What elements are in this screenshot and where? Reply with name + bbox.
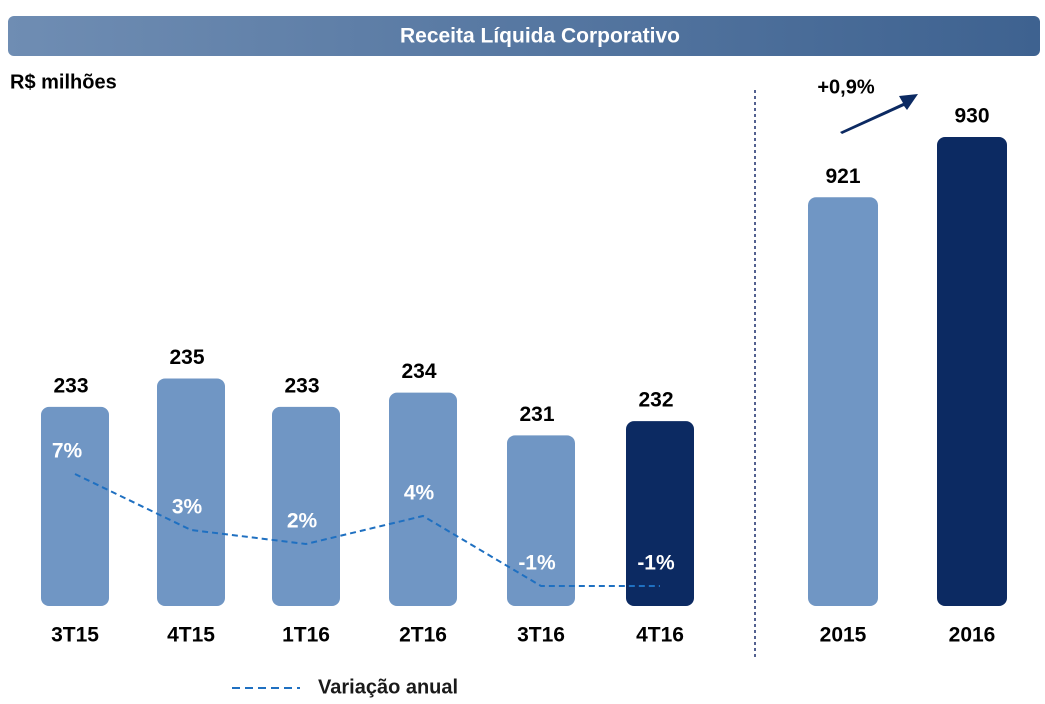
growth-arrow <box>840 94 918 134</box>
bar <box>808 197 878 607</box>
bar <box>937 137 1007 606</box>
annotation: +0,9% <box>817 76 874 98</box>
line-label: 3% <box>172 496 203 519</box>
line-label: 7% <box>52 440 83 463</box>
x-tick-label: 1T16 <box>282 624 330 647</box>
legend-label: Variação anual <box>318 676 458 698</box>
title: Receita Líquida Corporativo <box>400 25 680 48</box>
line-label: -1% <box>518 552 556 575</box>
line-label: -1% <box>637 552 675 575</box>
x-tick-label: 2015 <box>820 624 867 647</box>
line <box>74 473 660 587</box>
line-label: 4% <box>404 482 435 505</box>
x-tick-label: 3T15 <box>51 624 99 647</box>
bar <box>507 435 575 606</box>
value-label: 233 <box>284 374 319 397</box>
bar <box>626 421 694 606</box>
value-label: 235 <box>169 346 204 369</box>
title-banner <box>8 16 1040 56</box>
unit-label: R$ milhões <box>10 71 117 93</box>
value-label: 233 <box>53 374 88 397</box>
value-label: 231 <box>519 403 554 426</box>
x-tick-label: 2016 <box>949 624 996 647</box>
bar <box>157 378 225 606</box>
x-tick-label: 2T16 <box>399 624 447 647</box>
x-tick-label: 4T16 <box>636 624 684 647</box>
bar <box>41 406 109 606</box>
x-tick-label: 3T16 <box>517 624 565 647</box>
x-tick-label: 4T15 <box>167 624 215 647</box>
value-label: 921 <box>825 165 860 188</box>
value-label: 930 <box>954 105 989 128</box>
value-label: 234 <box>401 360 436 383</box>
bar <box>272 406 340 606</box>
bar <box>389 392 457 606</box>
value-label: 232 <box>638 389 673 412</box>
line-label: 2% <box>287 510 318 533</box>
